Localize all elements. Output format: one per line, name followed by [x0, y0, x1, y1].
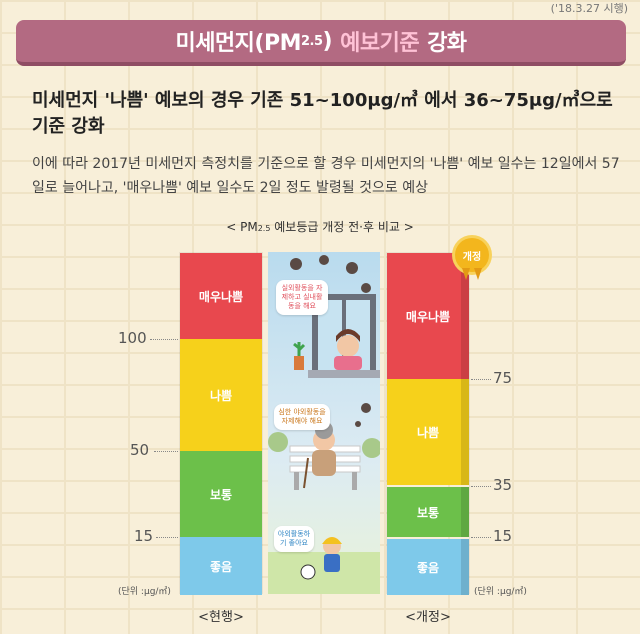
current-band-good: 좋음 [180, 537, 262, 595]
chart-title-suffix: 예보등급 개정 전·후 비교 > [270, 220, 414, 234]
revised-band-very-bad: 매우나쁨 [387, 253, 469, 379]
description: 이에 따라 2017년 미세먼지 측정치를 기준으로 할 경우 미세먼지의 '나… [32, 156, 620, 196]
current-tick-line-50 [154, 451, 178, 452]
current-tick-15: 15 [134, 527, 154, 545]
current-tick-line-100 [150, 339, 178, 340]
banner-title-part1: 미세먼지(PM [175, 31, 301, 56]
banner-title-subscript: 2.5 [301, 33, 323, 49]
banner-title-highlight: 예보기준 [340, 31, 420, 56]
current-band-very-bad: 매우나쁨 [180, 253, 262, 339]
banner-title-part1-end: ) [322, 28, 333, 54]
current-unit-label: (단위 :μg/㎥) [118, 587, 171, 597]
revised-badge: 개정 [455, 238, 489, 272]
current-tick-line-15 [156, 537, 178, 538]
revised-band-good: 좋음 [387, 539, 469, 595]
revised-badge-ribbon [462, 268, 482, 280]
revised-tick-line-35 [471, 486, 491, 487]
effective-date-note: ('18.3.27 시행) [550, 2, 628, 15]
illustration-bubble-bottom: 야외활동하기 좋아요 [274, 526, 314, 552]
chart-title-subscript: 2.5 [257, 224, 271, 233]
revised-column-label: <개정> [405, 610, 451, 625]
revised-band-bad: 나쁨 [387, 379, 469, 485]
revised-tick-line-75 [471, 379, 491, 380]
revised-tick-line-15 [471, 537, 491, 538]
current-column-label: <현행> [198, 610, 244, 625]
current-tick-100: 100 [118, 329, 147, 347]
title-banner: 미세먼지(PM 2.5) 예보기준 강화 [16, 20, 626, 66]
revised-tick-75: 75 [493, 369, 513, 387]
chart-title-prefix: < PM [226, 220, 258, 234]
illustration-art [268, 255, 380, 594]
illustration-bubble-mid: 심한 야외활동을 자제해야 해요 [274, 404, 330, 430]
headline: 미세먼지 '나쁨' 예보의 경우 기존 51~100μg/㎥ 에서 36~75μ… [32, 90, 613, 137]
revised-standard-column: 매우나쁨 나쁨 보통 좋음 [386, 252, 470, 595]
revised-tick-35: 35 [493, 476, 513, 494]
banner-title-part3: 강화 [427, 31, 467, 56]
revised-band-normal: 보통 [387, 487, 469, 537]
chart-title: < PM2.5 예보등급 개정 전·후 비교 > [0, 218, 640, 235]
revised-unit-label: (단위 :μg/㎥) [474, 587, 527, 597]
current-band-normal: 보통 [180, 451, 262, 537]
illustration-panel: 실외활동을 자제하고 실내활동을 해요 심한 야외활동을 자제해야 해요 야외활… [268, 252, 380, 594]
current-band-bad: 나쁨 [180, 339, 262, 451]
illustration-bubble-top: 실외활동을 자제하고 실내활동을 해요 [276, 280, 328, 315]
current-tick-50: 50 [130, 441, 150, 459]
current-standard-column: 매우나쁨 나쁨 보통 좋음 [179, 252, 263, 595]
revised-tick-15: 15 [493, 527, 513, 545]
